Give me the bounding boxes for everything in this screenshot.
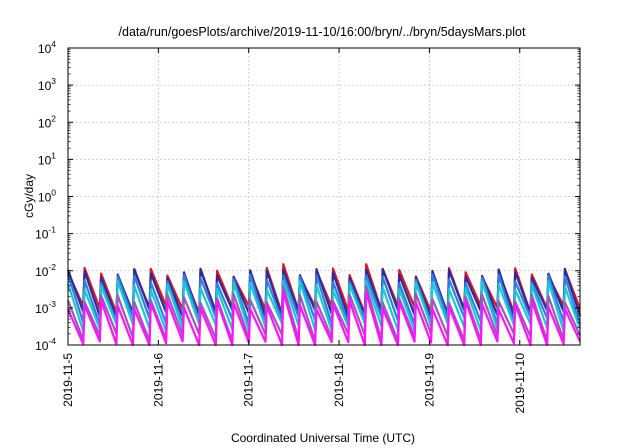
y-tick-exponent: 3 bbox=[51, 76, 56, 86]
x-tick-label: 2019-11-8 bbox=[332, 353, 346, 407]
y-tick-base: 10 bbox=[38, 153, 52, 167]
y-tick-base: 10 bbox=[35, 228, 49, 242]
series-line bbox=[66, 291, 581, 347]
x-tick-label: 2019-11-9 bbox=[422, 353, 436, 407]
series-line bbox=[66, 267, 582, 319]
y-tick-base: 10 bbox=[38, 191, 52, 205]
y-tick-base: 10 bbox=[38, 79, 52, 93]
y-tick-label: 104 bbox=[38, 39, 56, 56]
series-group bbox=[66, 263, 582, 347]
x-tick-label: 2019-11-10 bbox=[513, 353, 527, 414]
x-axis-label: Coordinated Universal Time (UTC) bbox=[231, 431, 415, 445]
y-tick-label: 101 bbox=[38, 150, 56, 167]
y-tick-label: 103 bbox=[38, 76, 56, 93]
y-tick-base: 10 bbox=[38, 116, 52, 130]
y-tick-base: 10 bbox=[35, 339, 49, 353]
y-tick-exponent: -3 bbox=[48, 299, 56, 309]
y-tick-exponent: 0 bbox=[51, 188, 56, 198]
y-tick-exponent: -2 bbox=[48, 262, 56, 272]
x-ticks: 2019-11-5 2019-11-6 2019-11-7 2019-11-8 2019… bbox=[61, 48, 527, 414]
series-line bbox=[66, 279, 582, 333]
y-tick-label: 10-2 bbox=[35, 262, 56, 279]
y-axis-label: cGy/day bbox=[22, 174, 36, 218]
y-tick-exponent: 2 bbox=[51, 113, 56, 123]
y-tick-base: 10 bbox=[35, 302, 49, 316]
series-line bbox=[66, 273, 582, 326]
y-tick-exponent: -1 bbox=[48, 225, 56, 235]
y-tick-exponent: 4 bbox=[51, 39, 56, 49]
y-tick-exponent: -4 bbox=[48, 336, 56, 346]
y-tick-base: 10 bbox=[38, 42, 52, 56]
y-tick-label: 10-4 bbox=[35, 336, 56, 353]
y-tick-base: 10 bbox=[35, 265, 49, 279]
y-tick-label: 10-3 bbox=[35, 299, 56, 316]
y-tick-label: 100 bbox=[38, 188, 56, 205]
chart-title: /data/run/goesPlots/archive/2019-11-10/1… bbox=[119, 25, 526, 39]
y-tick-label: 10-1 bbox=[35, 225, 56, 242]
y-tick-label: 102 bbox=[38, 113, 56, 130]
y-tick-exponent: 1 bbox=[51, 150, 56, 160]
x-tick-label: 2019-11-7 bbox=[242, 353, 256, 407]
x-tick-label: 2019-11-6 bbox=[151, 353, 165, 407]
x-tick-label: 2019-11-5 bbox=[61, 353, 75, 407]
